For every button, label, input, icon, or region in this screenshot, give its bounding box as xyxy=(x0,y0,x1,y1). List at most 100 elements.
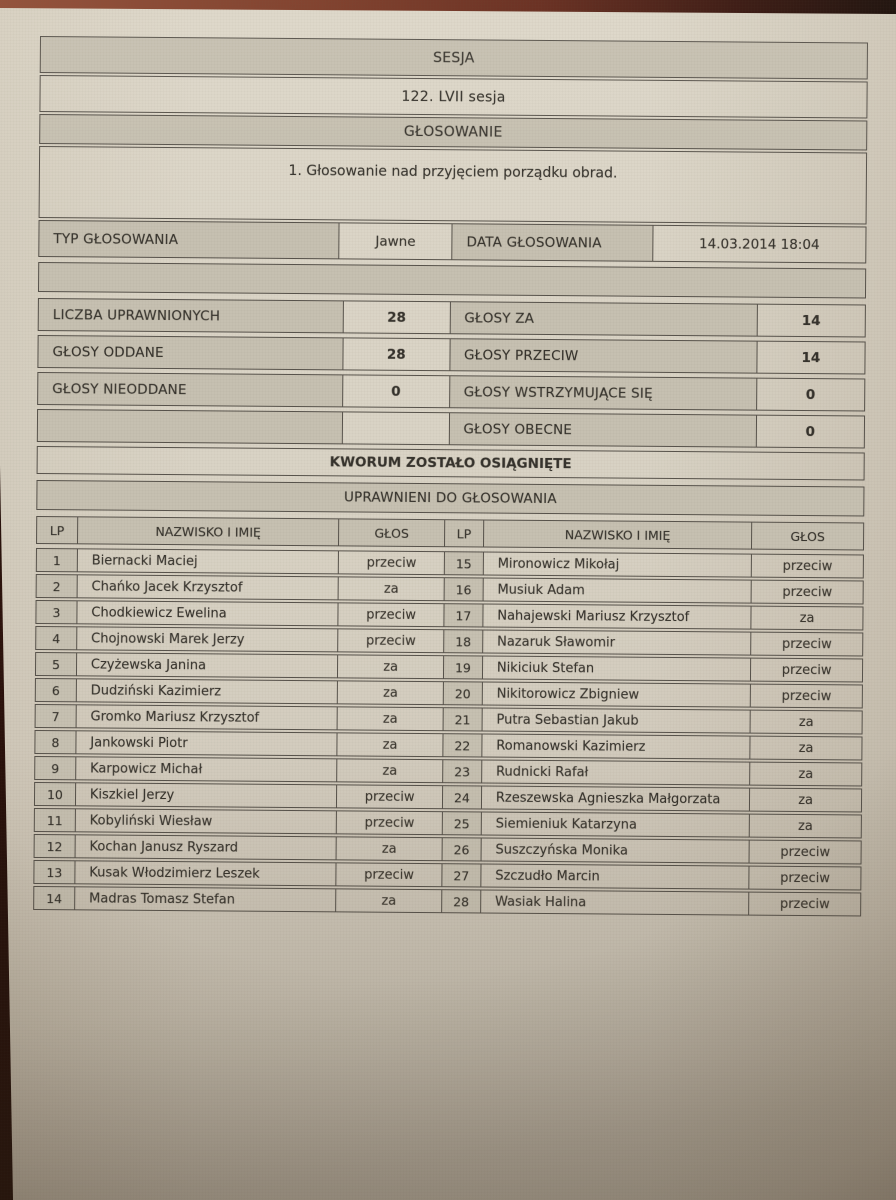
voter-name: Dudziński Kazimierz xyxy=(75,679,338,704)
voter-vote: za xyxy=(748,814,861,838)
voter-vote: przeciw xyxy=(338,551,444,575)
voter-name: Putra Sebastian Jakub xyxy=(481,708,750,733)
stat-right-value: 0 xyxy=(755,415,865,448)
voter-row: 1 Biernacki Maciej przeciw 15 Mironowicz Mik… xyxy=(35,547,864,579)
voter-row: 4 Chojnowski Marek Jerzy przeciw 18 Nazaruk … xyxy=(35,625,864,657)
stat-right-value: 0 xyxy=(755,378,865,411)
spacer-row xyxy=(37,261,867,299)
stats-row: GŁOSY OBECNE 0 xyxy=(36,408,866,449)
stat-right-value: 14 xyxy=(756,341,865,374)
voter-vote: przeciw xyxy=(750,658,863,682)
column-header-lp: LP xyxy=(37,516,78,544)
voting-header-row: GŁOSOWANIE xyxy=(39,113,868,151)
voter-vote: za xyxy=(749,762,862,786)
agenda-item-text: 1. Głosowanie nad przyjęciem porządku ob… xyxy=(288,162,618,182)
stat-left-label: LICZBA UPRAWNIONYCH xyxy=(38,298,343,333)
voter-vote: za xyxy=(335,889,442,913)
stat-right-label: GŁOSY WSTRZYMUJĄCE SIĘ xyxy=(448,376,757,410)
session-value-row: 122. LVII sesja xyxy=(39,74,868,119)
column-header-vote: GŁOS xyxy=(751,522,864,550)
voter-row: 6 Dudziński Kazimierz za 20 Nikitorowicz Zbi… xyxy=(34,677,863,709)
voter-vote: za xyxy=(336,707,443,731)
voter-vote: przeciw xyxy=(749,684,862,708)
voter-name: Rudnicki Rafał xyxy=(480,760,750,785)
stat-left-value xyxy=(341,412,449,445)
voter-lp: 17 xyxy=(443,604,483,627)
stats-row: GŁOSY ODDANE 28 GŁOSY PRZECIW 14 xyxy=(37,334,866,375)
voter-name: Romanowski Kazimierz xyxy=(481,734,750,759)
voter-vote: za xyxy=(337,655,444,679)
voting-protocol-document: SESJA 122. LVII sesja GŁOSOWANIE 1. Głos… xyxy=(33,36,868,918)
voter-lp: 15 xyxy=(443,552,483,575)
session-value: 122. LVII sesja xyxy=(401,88,506,106)
voter-lp: 10 xyxy=(34,782,76,806)
voter-name: Biernacki Maciej xyxy=(76,549,339,574)
voter-vote: za xyxy=(336,759,443,783)
voter-lp: 26 xyxy=(441,838,481,861)
voter-name: Kobyliński Wiesław xyxy=(74,809,337,834)
voter-name: Chańko Jacek Krzysztof xyxy=(76,575,338,600)
stat-left-label: GŁOSY NIEODDANE xyxy=(38,372,343,407)
voter-lp: 5 xyxy=(35,652,77,676)
voter-lp: 25 xyxy=(441,812,481,835)
voter-vote: przeciw xyxy=(748,840,861,864)
voter-name: Kusak Włodzimierz Leszek xyxy=(74,861,336,886)
voter-lp: 12 xyxy=(34,834,75,858)
voter-name: Musiuk Adam xyxy=(482,578,751,603)
voter-lp: 11 xyxy=(34,808,75,832)
voter-row: 11 Kobyliński Wiesław przeciw 25 Siemieniuk … xyxy=(33,807,862,839)
column-header-lp: LP xyxy=(443,520,484,547)
column-header-name: NAZWISKO I IMIĘ xyxy=(482,520,752,549)
voter-name: Mironowicz Mikołaj xyxy=(482,552,752,577)
voter-lp: 23 xyxy=(442,760,482,783)
voter-name: Chojnowski Marek Jerzy xyxy=(76,627,338,652)
quorum-row: KWORUM ZOSTAŁO OSIĄGNIĘTE xyxy=(36,445,865,481)
voter-name: Karpowicz Michał xyxy=(75,757,337,782)
voter-name: Nahajewski Mariusz Krzysztof xyxy=(482,604,751,629)
voter-lp: 19 xyxy=(442,656,482,679)
voter-lp: 18 xyxy=(443,630,483,653)
voter-lp: 7 xyxy=(35,704,76,728)
voter-name: Suszczyńska Monika xyxy=(480,838,749,863)
voter-name: Wasiak Halina xyxy=(479,890,749,915)
voter-row: 12 Kochan Janusz Ryszard za 26 Suszczyńska M… xyxy=(33,833,862,865)
stat-right-label: GŁOSY ZA xyxy=(449,302,757,336)
voter-name: Gromko Mariusz Krzysztof xyxy=(75,705,337,730)
stats-row: LICZBA UPRAWNIONYCH 28 GŁOSY ZA 14 xyxy=(37,297,866,338)
agenda-row: 1. Głosowanie nad przyjęciem porządku ob… xyxy=(38,145,868,225)
voter-lp: 3 xyxy=(36,600,77,624)
voter-lp: 20 xyxy=(442,682,482,705)
voter-vote: za xyxy=(749,736,862,760)
voter-vote: przeciw xyxy=(750,632,863,656)
voters-table-header: LP NAZWISKO I IMIĘ GŁOS LP NAZWISKO I IM… xyxy=(36,515,865,551)
eligible-header-text: UPRAWNIENI DO GŁOSOWANIA xyxy=(343,489,557,508)
voter-name: Czyżewska Janina xyxy=(75,653,338,678)
voter-lp: 13 xyxy=(34,860,75,884)
voter-lp: 6 xyxy=(35,678,76,702)
stats-row: GŁOSY NIEODDANE 0 GŁOSY WSTRZYMUJĄCE SIĘ 0 xyxy=(37,371,866,412)
quorum-text: KWORUM ZOSTAŁO OSIĄGNIĘTE xyxy=(329,454,572,473)
voter-name: Nikiciuk Stefan xyxy=(481,656,751,681)
voter-name: Szczudło Marcin xyxy=(480,864,749,889)
voter-row: 8 Jankowski Piotr za 22 Romanowski Kazimierz… xyxy=(34,729,863,761)
stats-section: LICZBA UPRAWNIONYCH 28 GŁOSY ZA 14 GŁOSY ODD… xyxy=(36,297,866,449)
session-label: SESJA xyxy=(432,49,475,66)
stat-left-value: 0 xyxy=(342,375,449,408)
voter-row: 2 Chańko Jacek Krzysztof za 16 Musiuk Adam pr… xyxy=(35,573,864,605)
voter-vote: za xyxy=(749,788,862,812)
voter-vote: za xyxy=(335,837,442,861)
voter-row: 10 Kiszkiel Jerzy przeciw 24 Rzeszewska Agni… xyxy=(33,781,863,813)
stat-left-label xyxy=(37,409,343,444)
stat-right-value: 14 xyxy=(756,304,865,337)
voting-type-label: TYP GŁOSOWANIA xyxy=(39,221,339,259)
voter-row: 9 Karpowicz Michał za 23 Rudnicki Rafał za xyxy=(34,755,863,787)
voter-row: 14 Madras Tomasz Stefan za 28 Wasiak Halina p… xyxy=(33,885,862,917)
voter-lp: 27 xyxy=(441,864,481,887)
voting-label: GŁOSOWANIE xyxy=(403,123,503,141)
voter-name: Siemieniuk Katarzyna xyxy=(480,812,750,837)
voter-row: 5 Czyżewska Janina za 19 Nikiciuk Stefan prze… xyxy=(34,651,864,683)
voter-vote: przeciw xyxy=(748,892,861,916)
voter-lp: 9 xyxy=(35,756,76,780)
voting-date-value: 14.03.2014 18:04 xyxy=(652,225,866,263)
